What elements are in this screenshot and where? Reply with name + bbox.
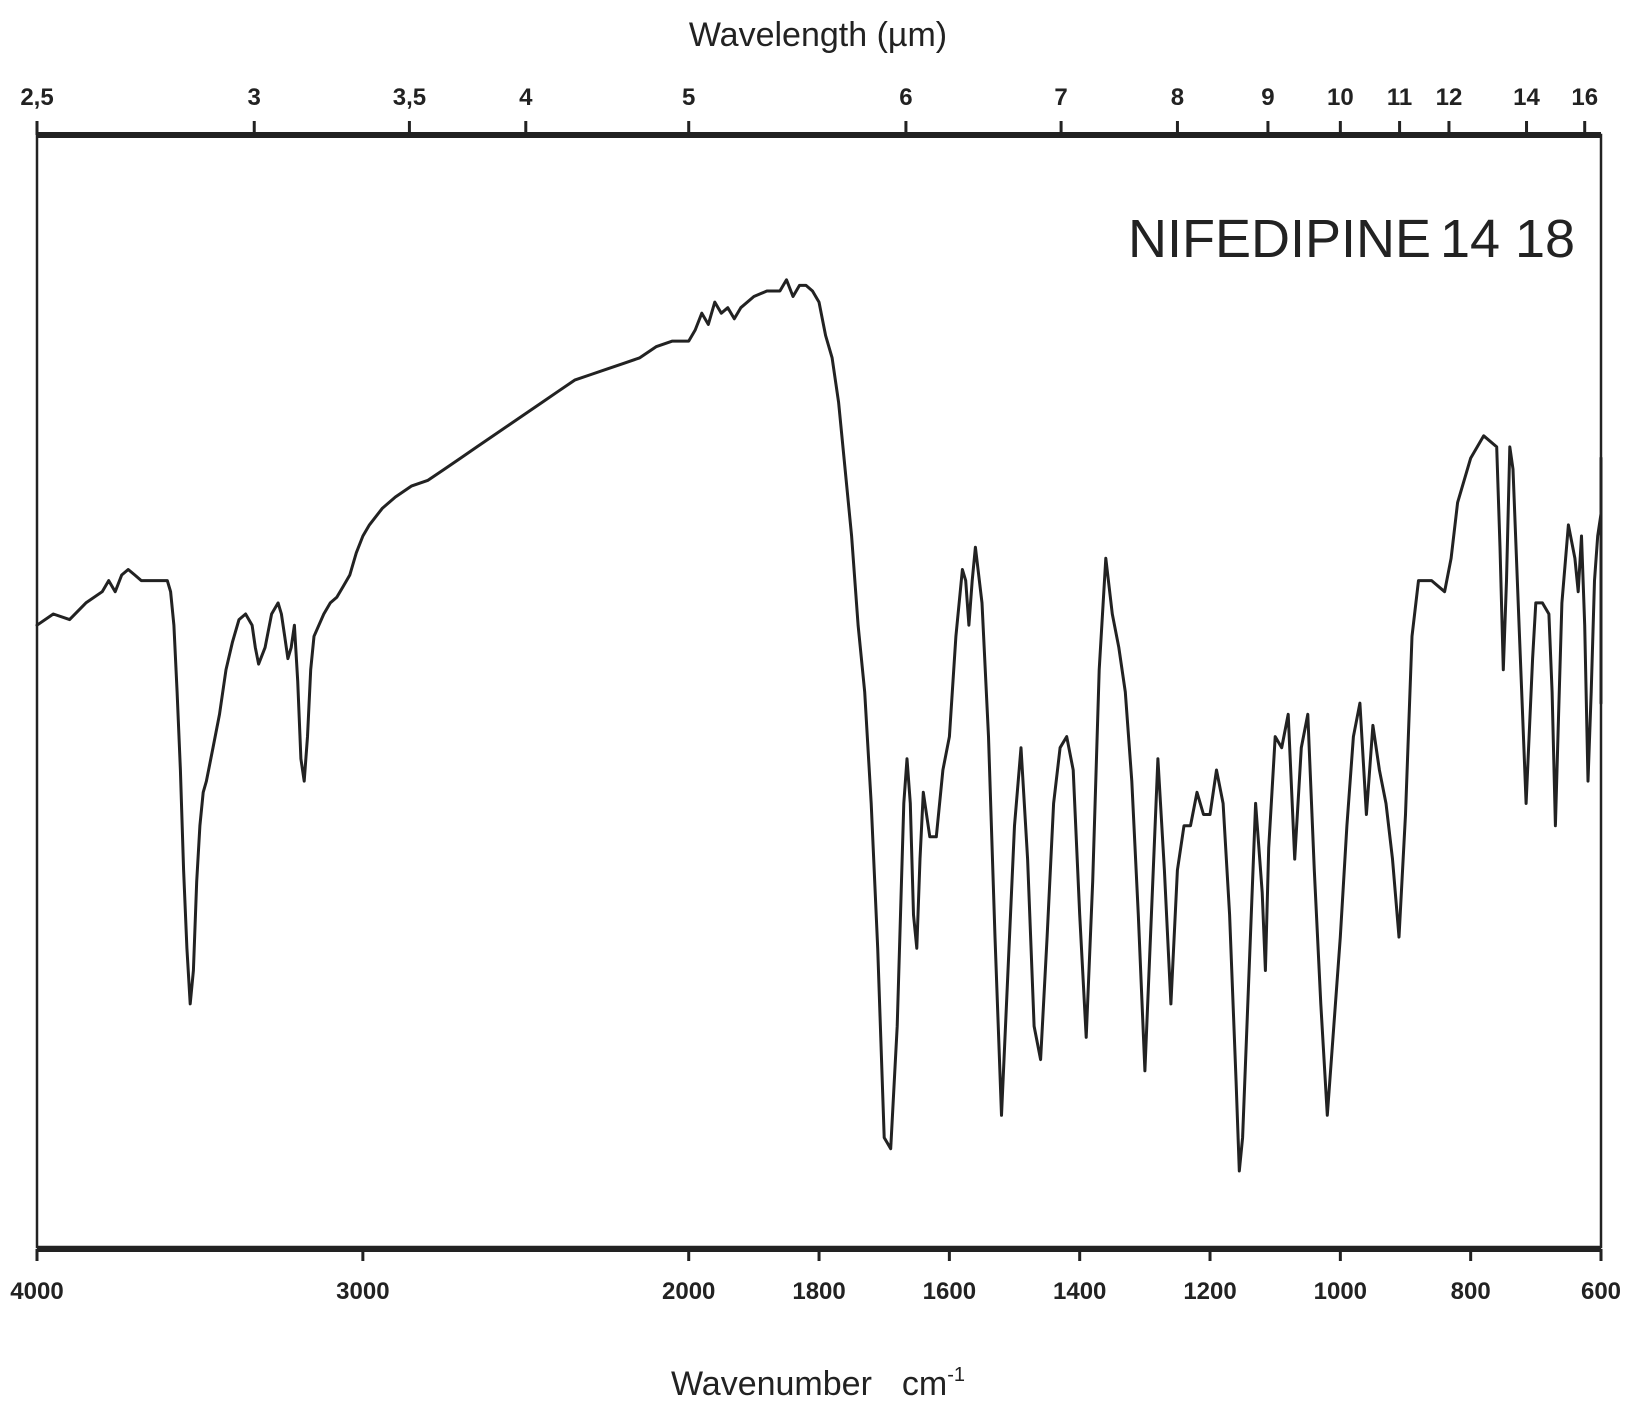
x-axis-label: Wavenumber [671,1365,872,1403]
x2-ticks: 2,5 3 3,5 4 5 6 7 8 9 10 11 12 14 16 [20,84,1598,135]
x2-axis-title: Wavelength (µm) [689,16,947,54]
x-tick-label: 1200 [1183,1278,1236,1305]
x2-tick-label: 5 [682,84,695,111]
spectrum-line [35,278,1603,1173]
x2-tick-label: 8 [1171,84,1184,111]
x-tick-label: 4000 [10,1278,63,1305]
x2-tick-label: 16 [1571,84,1598,111]
x-tick-label: 1800 [792,1278,845,1305]
x2-tick-label: 12 [1436,84,1463,111]
x2-tick-label: 9 [1261,84,1274,111]
x-tick-label: 3000 [336,1278,389,1305]
x2-tick-label: 4 [519,84,533,111]
x2-tick-label: 6 [899,84,912,111]
x2-tick-label: 14 [1513,84,1540,111]
x2-tick-label: 11 [1387,84,1412,111]
annotation-number-1: 14 [1440,209,1500,269]
x-tick-label: 600 [1581,1278,1621,1305]
x2-tick-label: 3 [248,84,261,111]
x-tick-label: 800 [1451,1278,1491,1305]
x-axis-title: Wavenumber cm-1 [671,1364,965,1403]
annotation-number-2: 18 [1515,209,1575,269]
x2-tick-label: 2,5 [20,84,53,111]
x-axis-unit: cm [902,1365,947,1403]
x2-tick-label: 3,5 [393,84,426,111]
x-tick-label: 1400 [1053,1278,1106,1305]
compound-name: NIFEDIPINE [1128,209,1431,269]
x-axis-unit-exponent: -1 [947,1364,965,1386]
x-ticks: 4000 3000 2000 1800 1600 1400 1200 1000 800 600 [10,1249,1621,1305]
x-tick-label: 1000 [1314,1278,1367,1305]
x2-tick-label: 7 [1054,84,1067,111]
x-tick-label: 2000 [662,1278,715,1305]
x2-tick-label: 10 [1327,84,1354,111]
x-tick-label: 1600 [923,1278,976,1305]
